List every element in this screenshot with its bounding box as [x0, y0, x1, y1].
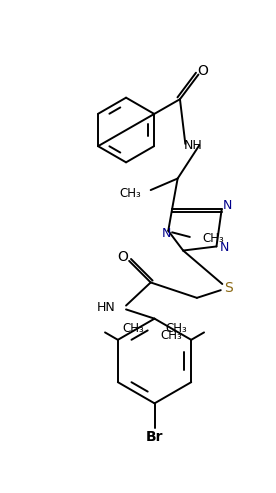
- Text: N: N: [223, 199, 233, 212]
- Text: HN: HN: [97, 301, 115, 314]
- Text: CH₃: CH₃: [120, 187, 141, 201]
- Text: O: O: [118, 250, 128, 264]
- Text: O: O: [197, 65, 208, 78]
- Text: CH₃: CH₃: [165, 322, 187, 335]
- Text: CH₃: CH₃: [122, 322, 144, 335]
- Text: NH: NH: [184, 139, 202, 152]
- Text: CH₃: CH₃: [160, 329, 182, 343]
- Text: S: S: [224, 281, 233, 295]
- Text: Br: Br: [146, 430, 163, 444]
- Text: CH₃: CH₃: [202, 232, 224, 245]
- Text: N: N: [219, 242, 229, 254]
- Text: N: N: [162, 227, 171, 241]
